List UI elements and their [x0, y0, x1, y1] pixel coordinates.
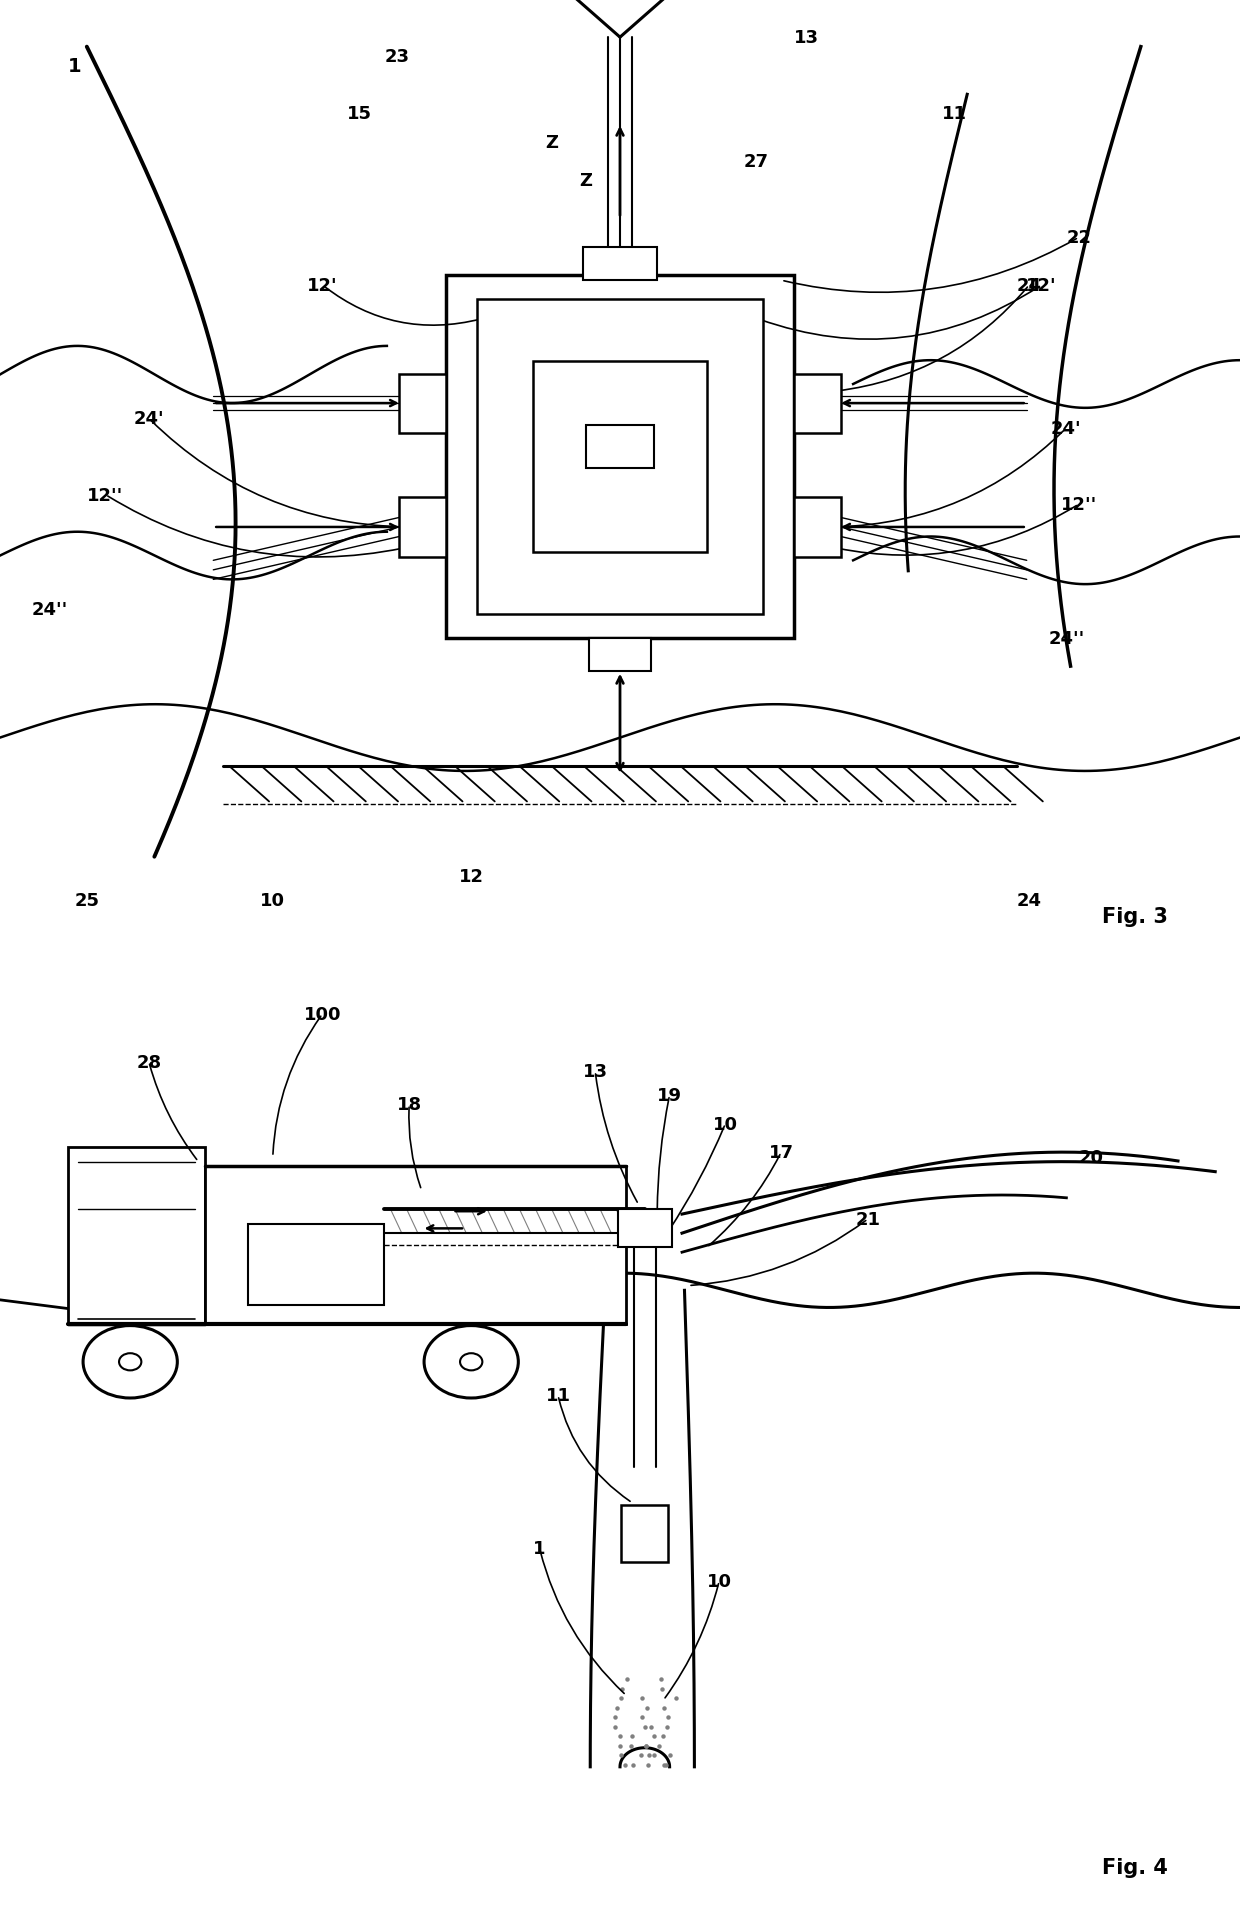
Text: 21: 21: [856, 1210, 880, 1229]
Text: Fig. 4: Fig. 4: [1101, 1857, 1168, 1876]
Bar: [68, 1147, 205, 1324]
Bar: [399, 499, 446, 556]
Bar: [205, 1166, 626, 1324]
Text: 100: 100: [304, 1006, 341, 1023]
Bar: [477, 301, 763, 615]
Text: 11: 11: [546, 1387, 570, 1404]
Text: 28: 28: [136, 1053, 161, 1071]
Bar: [585, 427, 655, 469]
Circle shape: [460, 1353, 482, 1372]
Text: 12': 12': [308, 276, 337, 295]
Text: 25: 25: [74, 892, 99, 909]
Text: 10: 10: [260, 892, 285, 909]
Bar: [446, 276, 794, 638]
Text: 19: 19: [657, 1086, 682, 1105]
Bar: [248, 1225, 384, 1305]
Bar: [794, 375, 841, 434]
Text: 1: 1: [68, 57, 81, 76]
Text: 13: 13: [583, 1063, 608, 1080]
Bar: [399, 375, 446, 434]
Bar: [533, 362, 707, 552]
Text: 18: 18: [397, 1095, 422, 1114]
Bar: [589, 638, 651, 672]
Text: 22: 22: [1066, 229, 1091, 248]
Circle shape: [424, 1326, 518, 1398]
Text: 24': 24': [1052, 419, 1081, 438]
Bar: [618, 1210, 672, 1248]
Text: 10: 10: [713, 1114, 738, 1133]
Text: 17: 17: [769, 1143, 794, 1162]
Text: 24'': 24'': [31, 600, 68, 619]
Text: 12'': 12'': [87, 486, 124, 505]
Text: Fig. 3: Fig. 3: [1101, 907, 1168, 926]
Text: 10: 10: [707, 1572, 732, 1591]
Text: 1: 1: [533, 1539, 546, 1556]
Text: 24: 24: [1017, 276, 1042, 295]
Text: 11: 11: [942, 105, 967, 124]
Circle shape: [119, 1353, 141, 1372]
Text: 12'': 12'': [1060, 495, 1097, 514]
Text: 13: 13: [794, 29, 818, 48]
Bar: [794, 499, 841, 556]
Text: 20: 20: [1079, 1149, 1104, 1166]
Text: 24'': 24'': [1048, 629, 1085, 648]
Text: 23: 23: [384, 48, 409, 67]
Circle shape: [83, 1326, 177, 1398]
Text: 24: 24: [1017, 892, 1042, 909]
Bar: [583, 248, 657, 282]
Text: Z: Z: [579, 171, 591, 190]
Text: 15: 15: [347, 105, 372, 124]
Text: 12: 12: [459, 867, 484, 886]
Text: 27: 27: [744, 152, 769, 171]
Bar: [621, 1505, 668, 1562]
Text: 24': 24': [134, 410, 164, 429]
Text: 12': 12': [1027, 276, 1056, 295]
Text: Z: Z: [546, 133, 558, 152]
